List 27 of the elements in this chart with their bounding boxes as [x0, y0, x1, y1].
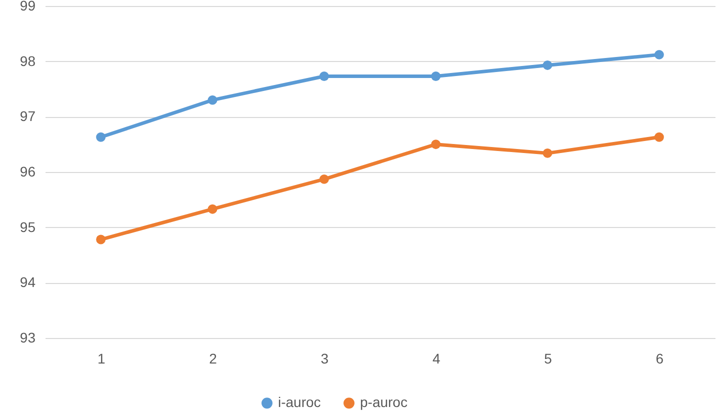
point [208, 204, 218, 214]
point [319, 72, 329, 82]
point [542, 148, 552, 158]
point [431, 72, 441, 82]
point [96, 132, 106, 142]
y-tick-label: 95 [20, 218, 36, 235]
y-tick-label: 93 [20, 330, 36, 346]
x-tick-label: 5 [544, 350, 552, 366]
point [654, 132, 664, 142]
x-tick-label: 1 [97, 350, 106, 366]
legend-label: i-auroc [278, 394, 321, 410]
y-tick-label: 99 [20, 0, 36, 14]
point [431, 140, 441, 150]
y-tick-label: 98 [20, 52, 36, 69]
y-tick-label: 96 [20, 164, 36, 180]
point [654, 50, 664, 60]
x-tick-label: 3 [320, 350, 329, 366]
y-tick-label: 94 [20, 274, 36, 290]
x-tick-label: 4 [432, 350, 440, 366]
x-tick-label: 2 [209, 350, 218, 366]
x-tick-label: 6 [656, 350, 664, 366]
legend-label: p-auroc [360, 394, 408, 410]
y-tick-label: 97 [20, 108, 36, 124]
point [319, 174, 329, 184]
point [208, 95, 218, 105]
point [542, 60, 552, 70]
point [96, 234, 106, 244]
